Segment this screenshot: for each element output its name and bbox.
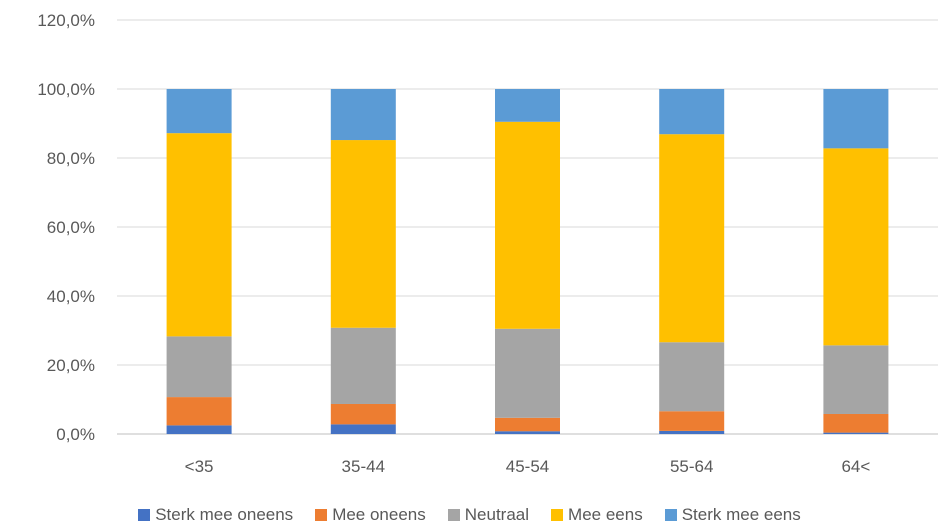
bar-segment <box>330 89 396 141</box>
bar-segment <box>495 431 560 434</box>
bar-segment <box>823 413 889 433</box>
legend-label: Sterk mee oneens <box>155 505 294 524</box>
legend: Sterk mee oneens Mee oneens Neutraal Mee ee… <box>0 505 939 525</box>
bar-segment <box>166 133 232 337</box>
bar-segment <box>823 345 889 414</box>
bar-segment <box>659 134 725 343</box>
legend-swatch <box>551 509 564 521</box>
x-tick-label: 45-54 <box>506 457 549 476</box>
legend-label: Mee eens <box>568 505 643 524</box>
bar-segment <box>659 411 725 431</box>
y-tick-label: 100,0% <box>37 80 95 99</box>
bar-segment <box>495 89 560 122</box>
legend-item: Mee eens <box>551 505 643 525</box>
legend-label: Neutraal <box>464 505 530 524</box>
bar-segment <box>659 342 725 412</box>
bar-segment <box>659 89 725 135</box>
bar-segment <box>823 89 889 149</box>
bar-segment <box>659 430 725 434</box>
y-tick-label: 60,0% <box>47 218 95 237</box>
bar-segment <box>495 417 560 432</box>
bar-segment <box>166 397 232 426</box>
x-tick-label: 64< <box>841 457 870 476</box>
legend-item: Mee oneens <box>315 505 426 525</box>
bar-segment <box>166 336 232 398</box>
legend-item: Sterk mee oneens <box>138 505 293 525</box>
legend-item: Neutraal <box>447 505 530 525</box>
legend-item: Sterk mee eens <box>664 505 801 525</box>
x-tick-label: 35-44 <box>342 457 385 476</box>
bar-segment <box>823 148 889 346</box>
bar-segment <box>330 424 396 434</box>
bar-segment <box>330 403 396 425</box>
legend-label: Mee oneens <box>332 505 426 524</box>
legend-swatch <box>664 509 677 521</box>
bar-segment <box>330 327 396 404</box>
y-tick-label: 40,0% <box>47 287 95 306</box>
y-tick-label: 120,0% <box>37 11 95 30</box>
legend-swatch <box>447 509 460 521</box>
legend-label: Sterk mee eens <box>681 505 801 524</box>
bar-segment <box>495 121 560 329</box>
bar-segment <box>166 89 232 134</box>
bar-segment <box>330 140 396 328</box>
y-tick-label: 80,0% <box>47 149 95 168</box>
y-tick-label: 0,0% <box>56 425 95 444</box>
bar-segment <box>166 425 232 434</box>
x-tick-label: 55-64 <box>670 457 713 476</box>
y-tick-label: 20,0% <box>47 356 95 375</box>
legend-swatch <box>315 509 328 521</box>
x-tick-label: <35 <box>185 457 214 476</box>
bar-segment <box>495 328 560 418</box>
legend-swatch <box>138 509 151 521</box>
bar-segment <box>823 432 889 434</box>
chart-plot: 0,0% 20,0% 40,0% 60,0% 80,0% 100,0% 120,0% <35 3… <box>37 11 938 476</box>
